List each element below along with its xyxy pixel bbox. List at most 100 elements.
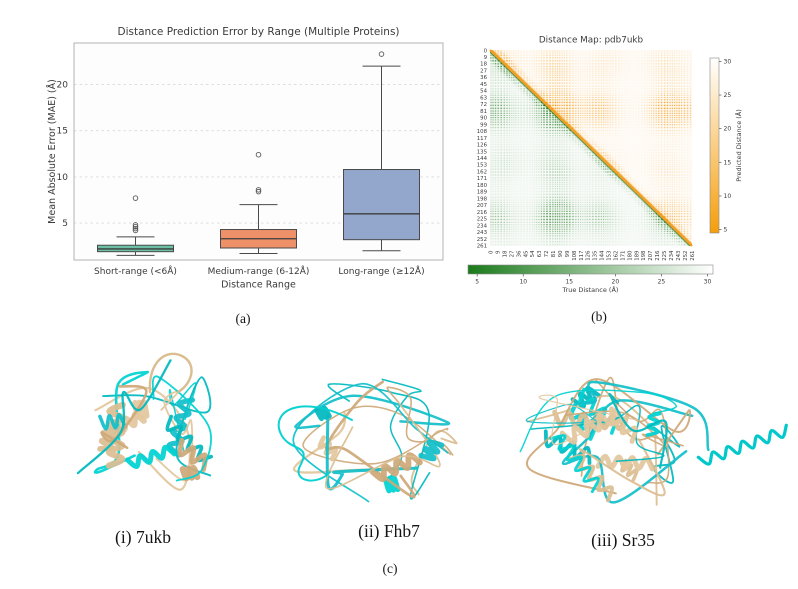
heatmap-x-tick-label: 117 xyxy=(579,251,585,261)
heatmap-y-tick-label: 252 xyxy=(477,237,487,243)
heatmap-x-tick-label: 216 xyxy=(655,250,661,261)
heatmap-y-tick-label: 198 xyxy=(477,196,488,202)
cartoon-strand-wheat xyxy=(559,406,615,445)
cartoon-helix-tail-cyan xyxy=(696,423,788,466)
heatmap-y-tick-label: 117 xyxy=(477,136,487,142)
cartoon-strand-cyan xyxy=(125,444,177,469)
outlier-point xyxy=(132,227,139,234)
heatmap-y-tick-label: 99 xyxy=(480,122,487,128)
heatmap-x-tick-label: 126 xyxy=(586,250,592,261)
cartoon-strand-cyan xyxy=(549,434,600,494)
cartoon-strand-cyan xyxy=(166,397,196,458)
heatmap-y-tick-label: 243 xyxy=(477,230,487,236)
cartoon-strand-cyan xyxy=(76,359,172,475)
heatmap-x-tick-label: 234 xyxy=(669,250,675,261)
distance-map-panel: Distance Map: pdb7ukb0099181827273636454… xyxy=(467,36,743,294)
cartoon-strand-wheat xyxy=(526,395,658,506)
y-axis-label: Mean Absolute Error (MAE) (Å) xyxy=(46,79,58,224)
colorbar-tick-label: 10 xyxy=(724,193,732,200)
heatmap-y-tick-label: 63 xyxy=(480,95,487,101)
heatmap-x-tick-label: 135 xyxy=(593,251,599,261)
outlier-point xyxy=(132,225,139,232)
chart-title: Distance Prediction Error by Range (Mult… xyxy=(117,26,399,38)
y-tick-label: 15 xyxy=(57,127,68,137)
x-axis-label: Distance Range xyxy=(221,280,296,291)
diagonal-line xyxy=(489,49,693,247)
colorbar-tick-label: 15 xyxy=(724,159,732,166)
x-tick-label: Medium-range (6-12Å) xyxy=(208,265,310,277)
heatmap-y-tick-label: 162 xyxy=(477,169,487,175)
cartoon-strand-cyan xyxy=(102,376,212,477)
cartoon-strand-wheat xyxy=(410,429,458,496)
heatmap-x-tick-label: 162 xyxy=(613,251,619,261)
heatmap-x-tick-label: 198 xyxy=(641,250,647,261)
colorbar-right: 5 10 15 20 25 30 Predicted Distance (Å) xyxy=(709,57,743,234)
heatmap-title: Distance Map: pdb7ukb xyxy=(539,36,644,46)
heatmap-y-tick-label: 27 xyxy=(480,68,487,74)
box-0 xyxy=(97,195,174,256)
cartoon-strand-wheat xyxy=(105,401,126,469)
heatmap-x-tick-label: 72 xyxy=(544,251,550,258)
colorbar-bottom: 5 10 15 20 25 30 True Distance (Å) xyxy=(467,264,714,294)
cartoon-strand-cyan xyxy=(151,375,212,482)
protein-fhb7-caption: (ii) Fhb7 xyxy=(358,521,420,541)
y-tick-label: 10 xyxy=(57,173,69,183)
heatmap-y-tick-label: 207 xyxy=(477,203,487,209)
iqr-box xyxy=(343,169,420,241)
heatmap-x-tick-label: 81 xyxy=(551,251,557,258)
cartoon-strand-cyan xyxy=(570,386,601,409)
cartoon-strand-wheat xyxy=(525,378,692,495)
y-tick-label: 20 xyxy=(57,81,69,91)
heatmap-x-tick-label: 27 xyxy=(509,251,515,258)
outlier-point xyxy=(132,224,139,230)
colorbar-tick-label: 25 xyxy=(658,279,666,286)
heatmap-x-tick-label: 171 xyxy=(620,251,626,261)
outlier-point xyxy=(255,187,262,193)
heatmap-x-tick-label: 99 xyxy=(565,250,571,257)
x-tick-label: Long-range (≥12Å) xyxy=(338,265,424,277)
colorbar-tick-label: 20 xyxy=(612,279,620,286)
protein-structure-fhb7 xyxy=(277,378,458,503)
heatmap-y-tick-label: 153 xyxy=(477,163,487,169)
box-1 xyxy=(220,151,297,255)
colorbar-tick-label: 5 xyxy=(475,279,479,286)
x-tick-label: Short-range (<6Å) xyxy=(94,265,177,277)
colorbar-right-label: Predicted Distance (Å) xyxy=(734,109,743,182)
cartoon-strand-cyan xyxy=(325,413,419,491)
cartoon-strand-cyan xyxy=(519,389,678,453)
heatmap-x-tick-label: 63 xyxy=(537,251,543,258)
cartoon-strand-wheat xyxy=(595,453,655,472)
heatmap-y-tick-label: 108 xyxy=(477,129,488,135)
heatmap-y-tick-label: 234 xyxy=(477,223,488,229)
heatmap-y-tick-label: 45 xyxy=(480,82,487,88)
heatmap-y-tick-label: 180 xyxy=(477,183,488,189)
heatmap-x-tick-label: 153 xyxy=(607,251,613,261)
heatmap-x-tick-label: 180 xyxy=(627,250,633,261)
heatmap-y-tick-label: 72 xyxy=(480,102,487,108)
colorbar-tick-label: 20 xyxy=(724,126,732,133)
heatmap-x-tick-label: 225 xyxy=(662,251,668,261)
heatmap-x-tick-label: 9 xyxy=(496,250,502,254)
heatmap-x-tick-label: 207 xyxy=(648,251,654,261)
heatmap-x-tick-label: 261 xyxy=(690,251,696,261)
cartoon-strand-wheat xyxy=(538,394,638,445)
y-tick-label: 5 xyxy=(62,219,68,229)
heatmap-x-tick-label: 54 xyxy=(530,250,536,257)
heatmap-x-tick-label: 108 xyxy=(572,250,578,261)
heatmap-x-tick-label: 189 xyxy=(634,250,640,261)
heatmap-x-tick-label: 0 xyxy=(489,250,495,254)
cartoon-strand-wheat xyxy=(177,437,208,472)
outlier-point xyxy=(255,151,262,158)
panel-b-caption: (b) xyxy=(591,309,607,324)
boxplot-panel: 5 10 15 20 Short-range (<6Å) Medium-range (6-… xyxy=(46,26,444,291)
cartoon-strand-cyan xyxy=(327,383,431,500)
colorbar-tick-label: 25 xyxy=(724,92,732,99)
cartoon-strand-cyan xyxy=(292,382,449,503)
cartoon-strand-wheat xyxy=(94,386,191,491)
heatmap-x-tick-label: 252 xyxy=(683,251,689,261)
heatmap-y-tick-label: 216 xyxy=(477,210,488,216)
cartoon-strand-wheat xyxy=(579,438,666,497)
heatmap-x-tick-label: 18 xyxy=(502,250,508,257)
heatmap-y-tick-label: 90 xyxy=(480,116,487,122)
panel-c-caption: (c) xyxy=(382,561,398,576)
